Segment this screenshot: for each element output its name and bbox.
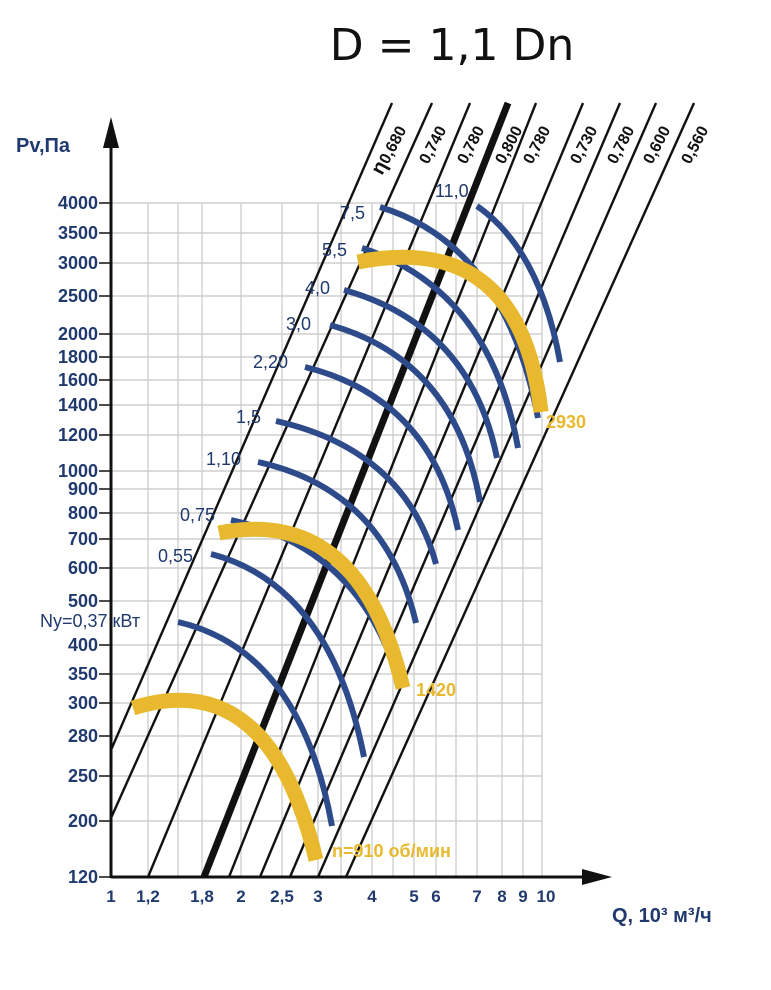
y-tick-label: 1400 (58, 395, 98, 415)
x-tick-label: 2 (236, 887, 245, 906)
x-tick-label: 5 (409, 887, 418, 906)
power-label: 7,5 (340, 203, 365, 223)
power-label: 2,20 (253, 352, 288, 372)
y-tick-label: 1000 (58, 461, 98, 481)
y-tick-label: 350 (68, 664, 98, 684)
speed-curve (356, 249, 549, 413)
y-tick-label: 300 (68, 693, 98, 713)
y-tick-label: 2000 (58, 324, 98, 344)
power-label: 11,0 (435, 181, 469, 201)
x-tick-label: 1,8 (190, 887, 214, 906)
efficiency-line (146, 102, 472, 878)
speed-curve (130, 692, 324, 862)
speed-label: n=910 об/мин (332, 841, 451, 861)
chart-title: D = 1,1 Dn (330, 20, 574, 71)
power-label: 1,5 (236, 407, 261, 427)
efficiency-label: 0,560 (679, 123, 713, 166)
efficiency-line (316, 102, 658, 878)
efficiency-line (227, 102, 538, 878)
efficiency-line (344, 102, 696, 878)
power-label: 4,0 (305, 278, 330, 298)
y-axis-label: Pv,Па (16, 135, 71, 157)
y-tick-label: 800 (68, 503, 98, 523)
power-curve (275, 418, 439, 565)
power-label: 3,0 (286, 314, 311, 334)
power-curve (177, 619, 335, 827)
y-tick-label: 120 (68, 867, 98, 887)
x-tick-label: 1,2 (136, 887, 160, 906)
power-curve (210, 551, 367, 758)
speed-curve (217, 521, 411, 690)
y-tick-label: 4000 (58, 193, 98, 213)
y-tick-label: 900 (68, 479, 98, 499)
x-tick-label: 10 (537, 887, 556, 906)
x-axis-arrow (582, 869, 612, 885)
x-tick-label: 1 (106, 887, 115, 906)
efficiency-line (288, 102, 622, 878)
y-tick-labels: 4000 3500 3000 2500 2000 1800 1600 1400 1200 1000… (58, 193, 111, 887)
power-curve (343, 287, 500, 459)
speed-labels: n=910 об/мин 1420 2930 (332, 412, 586, 861)
y-tick-label: 2500 (58, 286, 98, 306)
x-tick-label: 6 (431, 887, 440, 906)
grid (111, 202, 543, 877)
y-tick-label: 500 (68, 591, 98, 611)
speed-curves (130, 249, 549, 862)
y-tick-label: 400 (68, 635, 98, 655)
x-tick-labels: 1 1,2 1,8 2 2,5 3 4 5 6 7 8 9 10 (106, 887, 555, 906)
y-tick-label: 250 (68, 766, 98, 786)
x-tick-label: 3 (313, 887, 322, 906)
power-curve (329, 322, 483, 503)
y-tick-label: 3000 (58, 253, 98, 273)
x-tick-label: 2,5 (270, 887, 294, 906)
x-axis-label: Q, 10³ м³/ч (612, 905, 712, 927)
y-tick-label: 600 (68, 558, 98, 578)
speed-label: 1420 (416, 680, 456, 700)
y-tick-label: 700 (68, 529, 98, 549)
power-label: Ny=0,37 кВт (40, 611, 140, 631)
efficiency-line (109, 102, 394, 751)
power-label: 5,5 (322, 240, 347, 260)
power-label: 1,10 (206, 449, 241, 469)
y-tick-label: 1200 (58, 425, 98, 445)
speed-label: 2930 (546, 412, 586, 432)
power-curve (304, 364, 461, 531)
y-axis-arrow (103, 117, 119, 148)
power-label: 0,55 (158, 546, 193, 566)
efficiency-lines (109, 101, 696, 879)
y-tick-label: 1600 (58, 370, 98, 390)
power-label: 0,75 (180, 505, 215, 525)
power-labels: Ny=0,37 кВт 0,55 0,75 1,10 1,5 2,20 3,0 4,0 5,5 7… (40, 181, 469, 631)
x-tick-label: 4 (367, 887, 377, 906)
power-curve (257, 459, 419, 624)
x-tick-label: 8 (497, 887, 506, 906)
axes (103, 117, 612, 885)
y-tick-label: 200 (68, 811, 98, 831)
x-tick-label: 7 (472, 887, 481, 906)
x-tick-label: 9 (518, 887, 527, 906)
y-tick-label: 1800 (58, 347, 98, 367)
y-tick-label: 280 (68, 726, 98, 746)
efficiency-line (200, 101, 512, 879)
y-tick-label: 3500 (58, 223, 98, 243)
power-curve (475, 203, 563, 363)
